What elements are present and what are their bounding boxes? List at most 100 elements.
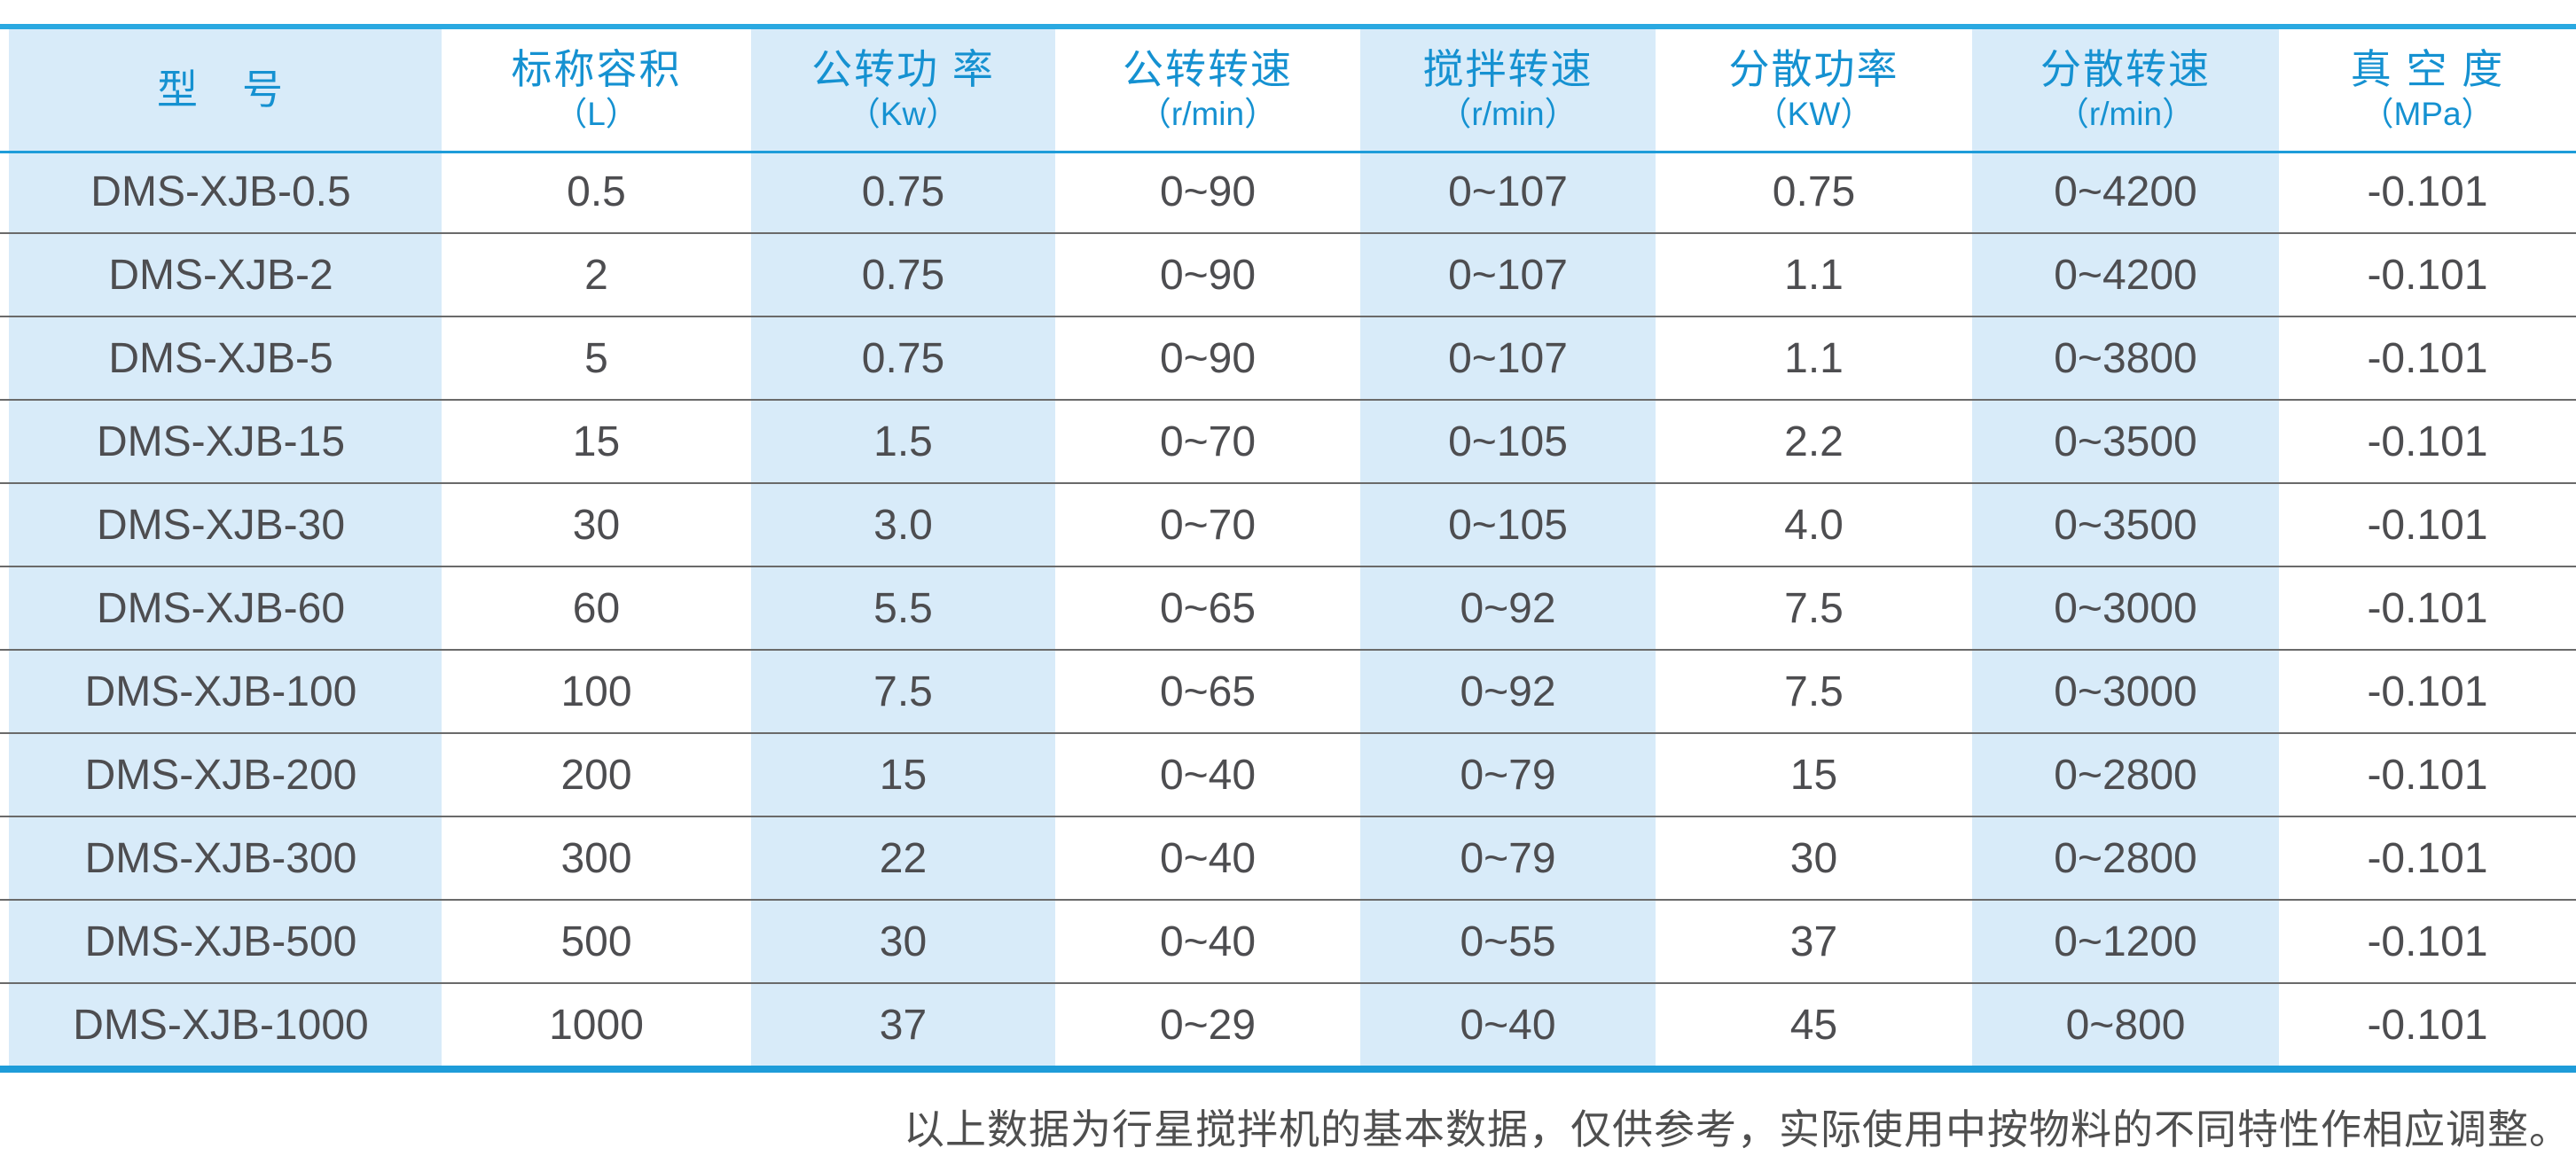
- value-cell: 15: [1656, 733, 1972, 816]
- value-cell: -0.101: [2279, 400, 2576, 483]
- value-cell: 1.1: [1656, 233, 1972, 316]
- model-cell: DMS-XJB-2: [0, 233, 442, 316]
- value-cell: 0~92: [1360, 650, 1656, 733]
- header-unit: （Kw）: [847, 95, 959, 132]
- spec-table: 型 号 标称容积 （L） 公转功 率 （Kw） 公转转速 （r/m: [0, 29, 2576, 1066]
- value-cell: 1000: [442, 983, 751, 1066]
- value-cell: 7.5: [1656, 566, 1972, 650]
- table-row: DMS-XJB-200 200 15 0~40 0~79 15 0~2800 -0.101: [0, 733, 2576, 816]
- header-title: 搅拌转速: [1422, 45, 1593, 92]
- table-row: DMS-XJB-15 15 1.5 0~70 0~105 2.2 0~3500 -0.101: [0, 400, 2576, 483]
- model-cell: DMS-XJB-30: [0, 483, 442, 566]
- header-unit: （KW）: [1754, 95, 1874, 132]
- model-cell: DMS-XJB-60: [0, 566, 442, 650]
- model-cell: DMS-XJB-15: [0, 400, 442, 483]
- header-dispersion-speed: 分散转速 （r/min）: [1972, 29, 2279, 151]
- table-row: DMS-XJB-100 100 7.5 0~65 0~92 7.5 0~3000 -0.101: [0, 650, 2576, 733]
- value-cell: 1.5: [751, 400, 1055, 483]
- header-unit: （L）: [554, 95, 638, 132]
- value-cell: 1.1: [1656, 316, 1972, 400]
- table-bottom-rule: [0, 1066, 2576, 1073]
- value-cell: 0~92: [1360, 566, 1656, 650]
- value-cell: 0~70: [1055, 483, 1360, 566]
- header-stirring-speed: 搅拌转速 （r/min）: [1360, 29, 1656, 151]
- header-revolution-speed: 公转转速 （r/min）: [1055, 29, 1360, 151]
- table-body: DMS-XJB-0.5 0.5 0.75 0~90 0~107 0.75 0~4200 -0.…: [0, 151, 2576, 1066]
- value-cell: 0.5: [442, 151, 751, 233]
- footnote-text: 以上数据为行星搅拌机的基本数据，仅供参考，实际使用中按物料的不同特性作相应调整。: [904, 1107, 2571, 1152]
- value-cell: -0.101: [2279, 151, 2576, 233]
- value-cell: -0.101: [2279, 900, 2576, 983]
- header-title: 型 号: [157, 66, 285, 113]
- value-cell: 0~2800: [1972, 816, 2279, 900]
- value-cell: 0~3800: [1972, 316, 2279, 400]
- value-cell: 0~107: [1360, 151, 1656, 233]
- value-cell: 0~29: [1055, 983, 1360, 1066]
- value-cell: 0~107: [1360, 316, 1656, 400]
- header-title: 分散转速: [2040, 45, 2211, 92]
- header-divider-rule: [0, 151, 2576, 153]
- value-cell: 300: [442, 816, 751, 900]
- model-cell: DMS-XJB-1000: [0, 983, 442, 1066]
- value-cell: -0.101: [2279, 316, 2576, 400]
- value-cell: 500: [442, 900, 751, 983]
- value-cell: 0~4200: [1972, 233, 2279, 316]
- header-nominal-volume: 标称容积 （L）: [442, 29, 751, 151]
- header-title: 标称容积: [511, 45, 682, 92]
- header-title: 分散功率: [1728, 45, 1899, 92]
- value-cell: 0~65: [1055, 650, 1360, 733]
- value-cell: 0~40: [1055, 733, 1360, 816]
- value-cell: 0~1200: [1972, 900, 2279, 983]
- table-row: DMS-XJB-5 5 0.75 0~90 0~107 1.1 0~3800 -0.101: [0, 316, 2576, 400]
- value-cell: -0.101: [2279, 566, 2576, 650]
- value-cell: 0~70: [1055, 400, 1360, 483]
- model-cell: DMS-XJB-100: [0, 650, 442, 733]
- header-title: 公转转速: [1123, 45, 1293, 92]
- table-row: DMS-XJB-300 300 22 0~40 0~79 30 0~2800 -0.101: [0, 816, 2576, 900]
- value-cell: 0~4200: [1972, 151, 2279, 233]
- value-cell: 0.75: [751, 151, 1055, 233]
- model-cell: DMS-XJB-0.5: [0, 151, 442, 233]
- table-row: DMS-XJB-2 2 0.75 0~90 0~107 1.1 0~4200 -0.101: [0, 233, 2576, 316]
- value-cell: -0.101: [2279, 233, 2576, 316]
- value-cell: 5: [442, 316, 751, 400]
- value-cell: 5.5: [751, 566, 1055, 650]
- value-cell: 0~3000: [1972, 650, 2279, 733]
- value-cell: 30: [1656, 816, 1972, 900]
- value-cell: 30: [442, 483, 751, 566]
- value-cell: 3.0: [751, 483, 1055, 566]
- value-cell: 0.75: [1656, 151, 1972, 233]
- value-cell: 4.0: [1656, 483, 1972, 566]
- value-cell: 0.75: [751, 316, 1055, 400]
- value-cell: 37: [751, 983, 1055, 1066]
- value-cell: 0~800: [1972, 983, 2279, 1066]
- table-header: 型 号 标称容积 （L） 公转功 率 （Kw） 公转转速 （r/m: [0, 29, 2576, 151]
- value-cell: -0.101: [2279, 483, 2576, 566]
- value-cell: 0~105: [1360, 483, 1656, 566]
- value-cell: 0~40: [1360, 983, 1656, 1066]
- header-unit: （r/min）: [2055, 95, 2196, 132]
- value-cell: 0~3500: [1972, 400, 2279, 483]
- table-row: DMS-XJB-60 60 5.5 0~65 0~92 7.5 0~3000 -0.101: [0, 566, 2576, 650]
- value-cell: 37: [1656, 900, 1972, 983]
- value-cell: -0.101: [2279, 733, 2576, 816]
- table-row: DMS-XJB-0.5 0.5 0.75 0~90 0~107 0.75 0~4200 -0.…: [0, 151, 2576, 233]
- table-row: DMS-XJB-1000 1000 37 0~29 0~40 45 0~800 -0.101: [0, 983, 2576, 1066]
- model-cell: DMS-XJB-5: [0, 316, 442, 400]
- table-row: DMS-XJB-30 30 3.0 0~70 0~105 4.0 0~3500 -0.101: [0, 483, 2576, 566]
- header-dispersion-power: 分散功率 （KW）: [1656, 29, 1972, 151]
- header-model: 型 号: [0, 29, 442, 151]
- header-title: 公转功 率: [811, 45, 995, 92]
- value-cell: 30: [751, 900, 1055, 983]
- value-cell: 0~3000: [1972, 566, 2279, 650]
- value-cell: 0~79: [1360, 733, 1656, 816]
- header-unit: （r/min）: [1138, 95, 1278, 132]
- header-title: 真 空 度: [2350, 45, 2505, 92]
- value-cell: -0.101: [2279, 650, 2576, 733]
- header-vacuum-degree: 真 空 度 （MPa）: [2279, 29, 2576, 151]
- model-cell: DMS-XJB-200: [0, 733, 442, 816]
- value-cell: 200: [442, 733, 751, 816]
- value-cell: 0~90: [1055, 316, 1360, 400]
- value-cell: 0~79: [1360, 816, 1656, 900]
- value-cell: 0~90: [1055, 233, 1360, 316]
